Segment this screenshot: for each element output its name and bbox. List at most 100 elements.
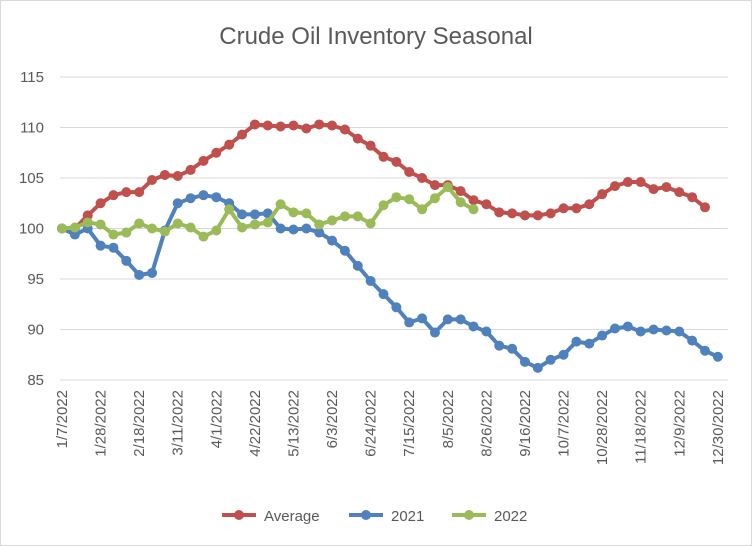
- data-point: [455, 197, 466, 208]
- legend-marker: [464, 510, 474, 520]
- chart-title: Crude Oil Inventory Seasonal: [219, 23, 533, 50]
- data-point: [442, 314, 453, 325]
- data-point: [95, 219, 106, 230]
- data-point: [417, 204, 428, 215]
- data-point: [455, 314, 466, 325]
- data-point: [661, 325, 672, 336]
- legend-item-average: Average: [222, 508, 320, 525]
- data-point: [159, 169, 170, 180]
- y-tick-label: 115: [20, 69, 44, 86]
- data-point: [172, 218, 183, 229]
- data-point: [172, 170, 183, 181]
- x-tick-label: 5/13/2022: [285, 390, 302, 457]
- data-point: [687, 335, 698, 346]
- data-point: [365, 218, 376, 229]
- data-point: [455, 186, 466, 197]
- data-point: [121, 187, 132, 198]
- data-point: [545, 208, 556, 219]
- data-point: [185, 164, 196, 175]
- data-point: [391, 192, 402, 203]
- data-point: [172, 198, 183, 209]
- y-tick-label: 100: [19, 221, 44, 238]
- data-point: [314, 119, 325, 130]
- legend-label: 2022: [494, 508, 527, 525]
- data-point: [674, 326, 685, 337]
- data-point: [429, 193, 440, 204]
- data-point: [700, 345, 710, 356]
- data-point: [82, 210, 93, 221]
- data-point: [442, 182, 453, 193]
- data-point: [147, 267, 158, 278]
- data-point: [249, 219, 260, 230]
- x-tick-label: 10/28/2022: [594, 390, 611, 465]
- data-point: [237, 222, 248, 233]
- x-tick-label: 8/5/2022: [440, 390, 457, 448]
- data-point: [622, 321, 633, 332]
- data-point: [507, 208, 518, 219]
- data-point: [571, 203, 582, 214]
- data-point: [249, 119, 260, 130]
- data-point: [404, 194, 415, 205]
- data-point: [558, 203, 569, 214]
- data-point: [147, 175, 158, 186]
- data-point: [635, 326, 646, 337]
- data-point: [378, 151, 389, 162]
- legend-label: Average: [264, 508, 320, 525]
- data-point: [468, 204, 479, 215]
- y-tick-label: 85: [27, 372, 44, 389]
- data-point: [211, 147, 222, 158]
- x-tick-label: 1/28/2022: [93, 390, 110, 457]
- data-point: [391, 156, 402, 167]
- data-point: [134, 218, 145, 229]
- data-point: [288, 120, 299, 131]
- data-point: [532, 362, 543, 373]
- data-point: [429, 180, 440, 191]
- data-point: [352, 211, 363, 222]
- data-point: [404, 166, 415, 177]
- data-point: [82, 217, 93, 228]
- data-point: [262, 217, 273, 228]
- data-point: [519, 356, 530, 367]
- data-point: [597, 189, 608, 200]
- x-tick-label: 6/3/2022: [324, 390, 341, 448]
- data-point: [609, 323, 620, 334]
- x-tick-label: 2/18/2022: [131, 390, 148, 457]
- x-tick-label: 3/11/2022: [170, 390, 187, 456]
- y-tick-label: 90: [27, 322, 44, 339]
- legend-item-2022: 2022: [452, 508, 527, 525]
- data-point: [339, 211, 350, 222]
- data-point: [404, 317, 415, 328]
- data-point: [352, 260, 363, 271]
- data-point: [185, 222, 196, 233]
- data-point: [275, 199, 286, 210]
- data-point: [275, 121, 286, 132]
- data-point: [507, 343, 518, 354]
- data-point: [327, 215, 338, 226]
- data-point: [378, 200, 389, 211]
- data-point: [198, 190, 209, 201]
- data-point: [494, 207, 505, 218]
- data-point: [237, 209, 248, 220]
- x-tick-label: 9/16/2022: [517, 390, 534, 457]
- data-point: [95, 198, 106, 209]
- data-point: [365, 276, 376, 287]
- data-point: [108, 190, 119, 201]
- data-point: [417, 173, 428, 183]
- series-average: [57, 119, 710, 234]
- x-tick-label: 12/30/2022: [710, 390, 727, 465]
- data-point: [288, 224, 299, 235]
- data-point: [275, 223, 286, 234]
- data-point: [584, 338, 595, 349]
- data-point: [391, 302, 402, 313]
- data-point: [571, 336, 582, 347]
- legend: Average 2021 2022: [222, 508, 527, 525]
- x-axis: 1/7/2022 1/28/2022 2/18/2022 3/11/2022 4/1/2…: [54, 390, 727, 465]
- data-point: [532, 210, 543, 221]
- data-point: [597, 330, 608, 341]
- data-point: [468, 321, 479, 332]
- legend-label: 2021: [391, 508, 424, 525]
- data-point: [365, 140, 376, 151]
- data-point: [584, 199, 595, 210]
- data-point: [417, 313, 428, 324]
- data-point: [687, 192, 698, 203]
